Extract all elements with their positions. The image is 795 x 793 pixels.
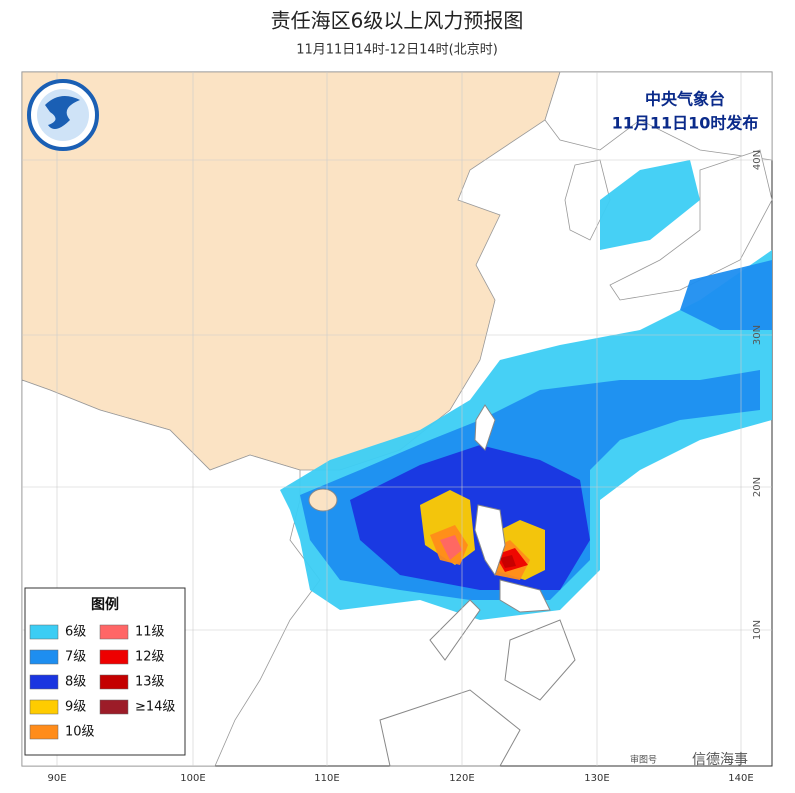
legend-swatch bbox=[99, 699, 129, 715]
legend-swatch bbox=[29, 724, 59, 740]
logo bbox=[27, 79, 99, 151]
longitude-label: 110E bbox=[314, 773, 339, 784]
graticule: 90E 100E 110E 120E 130E 140E 40N 30N 20N 10N bbox=[22, 72, 772, 784]
latitude-label: 20N bbox=[752, 477, 763, 497]
legend-label: 8级 bbox=[65, 675, 86, 690]
mindanao bbox=[504, 619, 576, 701]
longitude-label: 100E bbox=[180, 773, 205, 784]
legend-swatch bbox=[29, 649, 59, 665]
title: 责任海区6级以上风力预报图 bbox=[271, 9, 524, 33]
longitude-label: 140E bbox=[728, 773, 753, 784]
japan bbox=[609, 149, 773, 301]
legend-label: 7级 bbox=[65, 650, 86, 665]
legend-swatch bbox=[29, 624, 59, 640]
legend-label: 9级 bbox=[65, 700, 86, 715]
wind-areas bbox=[280, 160, 772, 620]
longitude-label: 90E bbox=[47, 773, 66, 784]
wind-area bbox=[500, 555, 516, 568]
legend: 图例 6级 7级 8级 9级 10级 11级 12级 13级 ≥14级 bbox=[24, 587, 186, 756]
wind-area bbox=[680, 260, 772, 330]
legend-swatch bbox=[99, 674, 129, 690]
legend-label: 6级 bbox=[65, 625, 86, 640]
legend-label: ≥14级 bbox=[135, 700, 175, 715]
longitude-label: 130E bbox=[584, 773, 609, 784]
visayas bbox=[499, 579, 551, 613]
latitude-label: 40N bbox=[752, 150, 763, 170]
issue-time: 11月11日10时发布 bbox=[612, 114, 759, 133]
legend-swatch bbox=[99, 649, 129, 665]
luzon bbox=[474, 504, 506, 577]
hainan bbox=[308, 488, 338, 512]
watermark: 信德海事 bbox=[692, 752, 748, 768]
islands bbox=[308, 404, 576, 767]
legend-title: 图例 bbox=[91, 596, 119, 613]
taiwan bbox=[474, 404, 496, 451]
northeast-land bbox=[544, 71, 773, 161]
legend-label: 12级 bbox=[135, 650, 165, 665]
subtitle: 11月11日14时-12日14时(北京时) bbox=[296, 43, 498, 58]
wind-area bbox=[440, 535, 462, 560]
legend-label: 11级 bbox=[135, 625, 165, 640]
map-note: 审图号 bbox=[630, 754, 657, 766]
publisher: 中央气象台 bbox=[645, 90, 725, 109]
latitude-label: 30N bbox=[752, 325, 763, 345]
wind-area bbox=[600, 160, 700, 250]
logo-mark bbox=[45, 96, 80, 129]
legend-swatch bbox=[29, 674, 59, 690]
legend-label: 10级 bbox=[65, 725, 95, 740]
legend-label: 13级 bbox=[135, 675, 165, 690]
longitude-label: 120E bbox=[449, 773, 474, 784]
legend-swatch bbox=[99, 624, 129, 640]
legend-items: 6级 7级 8级 9级 10级 11级 12级 13级 ≥14级 bbox=[29, 624, 175, 740]
borneo bbox=[379, 689, 521, 767]
latitude-label: 10N bbox=[752, 620, 763, 640]
legend-swatch bbox=[29, 699, 59, 715]
